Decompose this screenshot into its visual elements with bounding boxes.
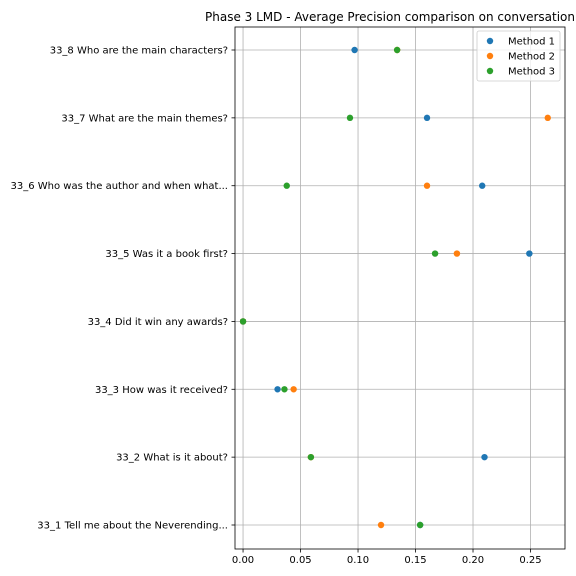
- y-tick-label: 33_7 What are the main themes?: [61, 113, 228, 124]
- x-tick-label: 0.25: [519, 555, 541, 566]
- legend-marker: [486, 67, 494, 75]
- chart-title: Phase 3 LMD - Average Precision comparis…: [205, 10, 575, 24]
- legend-label: Method 1: [508, 37, 555, 48]
- x-tick-label: 0.00: [232, 555, 254, 566]
- data-point-3: [346, 114, 354, 122]
- legend-marker: [486, 52, 494, 60]
- y-axis: 33_1 Tell me about the Neverending... 33_…: [11, 46, 235, 532]
- legend: Method 1 Method 2 Method 3: [476, 30, 561, 82]
- data-point-3: [283, 182, 290, 189]
- y-tick-label: 33_3 How was it received?: [95, 385, 228, 396]
- data-point-2: [377, 521, 385, 529]
- y-tick-label: 33_4 Did it win any awards?: [88, 317, 228, 328]
- y-tick-label: 33_1 Tell me about the Neverending...: [37, 521, 228, 532]
- legend-marker: [486, 37, 494, 45]
- x-tick-label: 0.05: [289, 555, 311, 566]
- grid: [235, 27, 565, 549]
- x-tick-label: 0.10: [347, 555, 369, 566]
- data-point-1: [479, 182, 486, 189]
- data-point-1: [526, 250, 533, 257]
- data-point-3: [281, 386, 288, 393]
- data-point-3: [431, 250, 439, 257]
- x-tick-label: 0.15: [404, 555, 426, 566]
- y-tick-label: 33_6 Who was the author and when what...: [11, 181, 229, 192]
- data-point-3: [239, 318, 247, 325]
- x-tick-label: 0.20: [462, 555, 484, 566]
- data-point-3: [393, 46, 401, 54]
- data-point-2: [423, 182, 431, 189]
- legend-label: Method 2: [508, 52, 555, 63]
- data-point-3: [416, 521, 424, 529]
- data-point-2: [544, 114, 551, 122]
- data-point-2: [453, 250, 461, 257]
- data-point-1: [481, 453, 488, 461]
- data-point-1: [423, 114, 431, 122]
- y-tick-label: 33_2 What is it about?: [116, 453, 228, 464]
- data-point-1: [351, 46, 358, 54]
- legend-label: Method 3: [508, 67, 555, 78]
- data-point-1: [274, 386, 281, 393]
- plot-frame: [234, 26, 566, 550]
- y-tick-label: 33_8 Who are the main characters?: [50, 46, 228, 57]
- legend-box: [476, 30, 561, 82]
- x-axis: 0.00 0.05 0.10 0.15 0.20 0.25: [232, 549, 542, 566]
- y-tick-label: 33_5 Was it a book first?: [105, 249, 228, 260]
- data-point-3: [307, 453, 315, 461]
- data-points: [239, 46, 551, 529]
- data-point-2: [290, 386, 297, 393]
